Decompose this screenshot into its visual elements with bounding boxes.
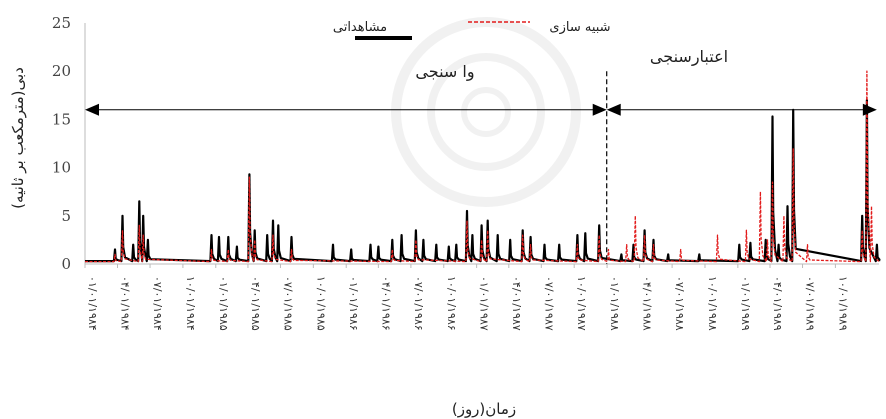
x-tick-label: ۰۴/۰۱/۱۹۸۵ bbox=[249, 276, 262, 331]
x-tick-label: ۰۱/۰۱/۱۹۸۶ bbox=[347, 276, 360, 331]
watermark-emblem bbox=[391, 17, 581, 207]
calibration-arrow-head-right bbox=[592, 103, 607, 116]
x-tick-label: ۰۷/۰۱/۱۹۸۷ bbox=[542, 276, 555, 331]
annotation-layer bbox=[85, 71, 877, 264]
validation-arrow-head-left bbox=[606, 103, 621, 116]
simulated-series bbox=[85, 70, 880, 263]
x-tick-label: ۱۰/۰۱/۱۹۸۵ bbox=[314, 276, 327, 331]
y-tick-label: 25 bbox=[52, 14, 71, 32]
y-tick-labels: 0 5 10 15 20 25 bbox=[52, 14, 71, 273]
x-tick-label: ۰۴/۰۱/۱۹۸۶ bbox=[379, 276, 392, 331]
y-tick-label: 10 bbox=[52, 159, 71, 177]
legend-simulated-label: شبیه سازی bbox=[549, 20, 610, 35]
calibration-label: وا سنجی bbox=[415, 62, 474, 82]
observed-line bbox=[85, 98, 881, 263]
x-tick-label: ۰۴/۰۱/۱۹۸۹ bbox=[771, 276, 784, 331]
x-tick-label: ۱۰/۰۱/۱۹۸۴ bbox=[184, 276, 197, 331]
y-axis-title: دبی(مترمکعب بر ثانیه) bbox=[9, 67, 27, 209]
x-tick-label: ۰۱/۰۱/۱۹۸۷ bbox=[478, 276, 491, 331]
x-tick-labels: ۰۱/۰۱/۱۹۸۴ ۰۴/۰۱/۱۹۸۴ ۰۷/۰۱/۱۹۸۴ ۱۰/۰۱/۱۹۸۴… bbox=[86, 276, 849, 331]
x-tick-label: ۰۱/۰۱/۱۹۸۵ bbox=[217, 276, 230, 331]
x-tick-label: ۰۷/۰۱/۱۹۸۹ bbox=[804, 276, 817, 331]
x-tick-label: ۰۷/۰۱/۱۹۸۶ bbox=[412, 276, 425, 331]
legend: مشاهداتی شبیه سازی bbox=[333, 20, 611, 40]
x-tick-label: ۱۰/۰۱/۱۹۸۷ bbox=[575, 276, 588, 331]
legend-observed-label: مشاهداتی bbox=[333, 20, 387, 35]
observed-series bbox=[85, 98, 881, 263]
x-tick-label: ۰۷/۰۱/۱۹۸۵ bbox=[281, 276, 294, 331]
y-tick-label: 5 bbox=[61, 207, 71, 225]
x-tick-label: ۰۱/۰۱/۱۹۸۴ bbox=[86, 276, 99, 331]
x-tick-label: ۰۴/۰۱/۱۹۸۷ bbox=[510, 276, 523, 331]
y-tick-label: 20 bbox=[52, 62, 71, 80]
validation-label: اعتبارسنجی bbox=[650, 47, 728, 67]
x-tick-label: ۰۷/۰۱/۱۹۸۴ bbox=[151, 276, 164, 331]
y-tick-label: 0 bbox=[61, 255, 71, 273]
x-tick-label: ۰۱/۰۱/۱۹۸۹ bbox=[739, 276, 752, 331]
x-tick-label: ۱۰/۰۱/۱۹۸۹ bbox=[836, 276, 849, 331]
x-tick-label: ۰۷/۰۱/۱۹۸۸ bbox=[673, 276, 686, 331]
validation-arrow-head-right bbox=[862, 103, 877, 116]
x-tick-label: ۰۱/۰۱/۱۹۸۸ bbox=[608, 276, 621, 331]
x-tick-label: ۱۰/۰۱/۱۹۸۶ bbox=[445, 276, 458, 331]
x-tick-label: ۱۰/۰۱/۱۹۸۸ bbox=[706, 276, 719, 331]
calibration-arrow-head-left bbox=[85, 103, 99, 116]
x-tick-label: ۰۴/۰۱/۱۹۸۸ bbox=[641, 276, 654, 331]
x-tick-label: ۰۴/۰۱/۱۹۸۴ bbox=[119, 276, 132, 331]
axis-layer bbox=[84, 23, 879, 268]
x-axis-title: زمان(روز) bbox=[452, 400, 516, 418]
plot-area bbox=[84, 23, 881, 268]
simulated-line bbox=[85, 70, 880, 263]
y-tick-label: 15 bbox=[52, 110, 71, 128]
